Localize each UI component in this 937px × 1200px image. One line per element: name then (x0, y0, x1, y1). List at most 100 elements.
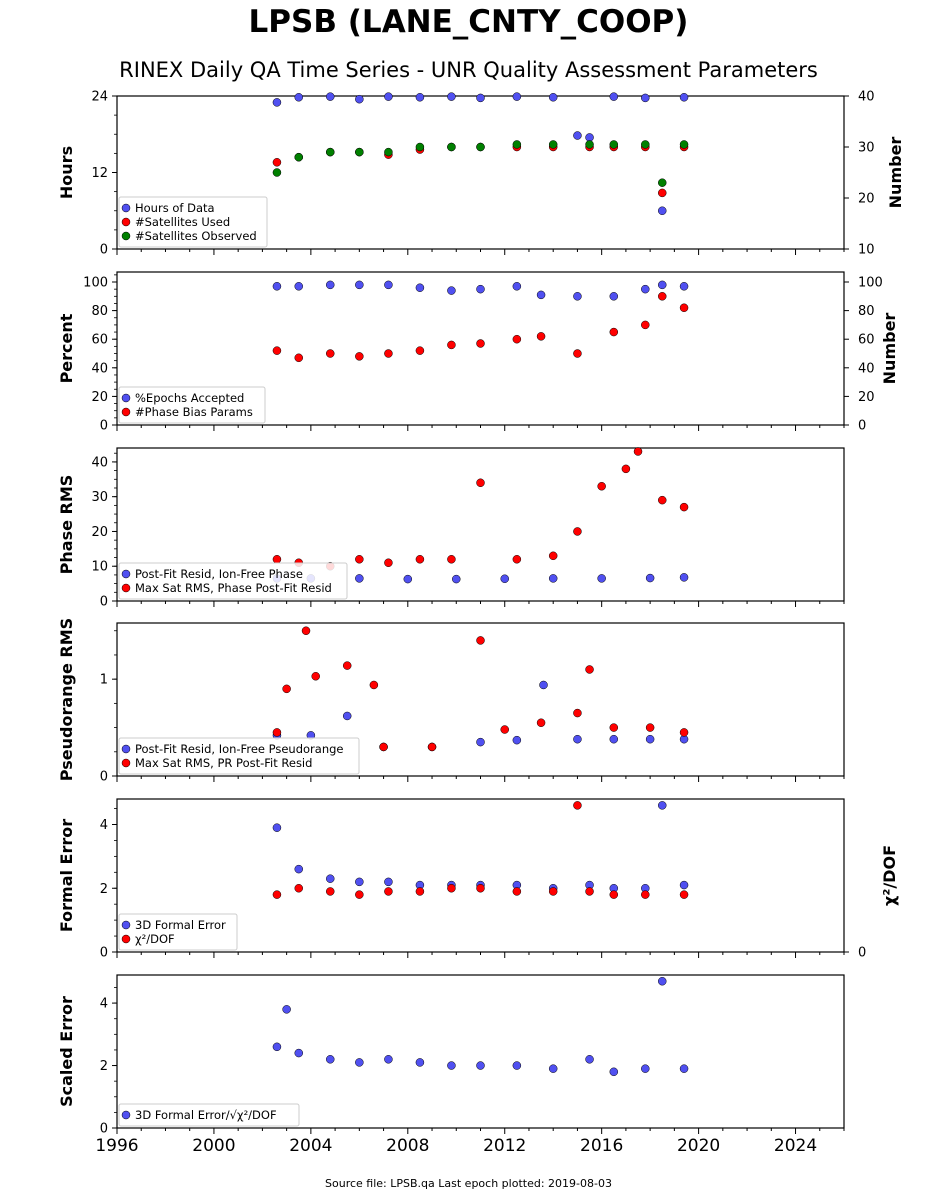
data-point (294, 93, 303, 102)
data-point (536, 332, 546, 341)
data-point (573, 349, 582, 358)
data-point (573, 734, 582, 744)
y-tick-label: 12 (91, 166, 108, 181)
data-point (272, 282, 282, 291)
data-point (447, 884, 456, 893)
legend-marker (121, 569, 131, 579)
y-tick-label: 40 (91, 455, 108, 470)
data-point (512, 1061, 522, 1070)
y-tick-label: 20 (91, 390, 108, 405)
data-point (355, 555, 364, 564)
data-point (476, 1061, 485, 1070)
data-point (536, 290, 546, 300)
y-tick-label: 30 (91, 490, 108, 505)
data-point (403, 574, 413, 584)
data-point (326, 1055, 335, 1064)
data-point (294, 353, 303, 363)
data-point (548, 887, 558, 896)
legend-label: Post-Fit Resid, Ion-Free Phase (135, 567, 303, 581)
data-point (512, 735, 522, 745)
data-point (641, 890, 650, 899)
data-point (658, 495, 667, 505)
data-point (326, 874, 335, 883)
data-point (415, 346, 425, 355)
y-right-tick-label: 10 (858, 243, 875, 258)
data-point (658, 188, 667, 198)
data-point (548, 93, 558, 102)
data-point (379, 742, 388, 752)
legend-label: χ²/DOF (135, 932, 175, 946)
data-point (294, 1048, 303, 1058)
data-point (355, 877, 364, 887)
data-point (272, 158, 282, 167)
y-tick-label: 0 (100, 946, 108, 961)
data-point (573, 708, 582, 718)
data-point (679, 303, 689, 312)
data-point (447, 1061, 456, 1070)
data-point (476, 339, 485, 348)
data-point (548, 551, 558, 561)
y-tick-label: 10 (91, 560, 108, 575)
data-point (548, 140, 558, 149)
data-point (641, 1064, 650, 1073)
chart-title: LPSB (LANE_CNTY_COOP) (248, 4, 689, 40)
legend-marker (121, 217, 131, 227)
y-axis-right-label: χ²/DOF (880, 845, 899, 906)
data-point (369, 680, 379, 690)
data-point (609, 92, 619, 101)
data-point (609, 723, 619, 732)
data-point (452, 574, 461, 584)
data-point (384, 887, 393, 896)
y-right-tick-label: 0 (858, 419, 866, 434)
data-point (609, 327, 619, 337)
data-point (679, 728, 689, 737)
legend-marker (121, 920, 131, 930)
data-point (645, 573, 655, 583)
data-point (311, 672, 320, 681)
series-0 (272, 976, 689, 1077)
y-tick-label: 100 (83, 276, 108, 291)
y-axis-label: Pseudorange RMS (57, 618, 76, 781)
legend-box (118, 737, 360, 775)
x-tick-label: 2020 (677, 1136, 720, 1156)
data-point (548, 574, 558, 583)
y-right-tick-label: 20 (858, 390, 875, 405)
data-point (294, 282, 303, 291)
panel-3: 0 1 Pseudorange RMS Post-Fit Resid, Ion-Fre… (57, 618, 845, 785)
legend-box (118, 1103, 300, 1127)
data-point (585, 887, 594, 896)
data-point (272, 1042, 282, 1052)
data-point (597, 574, 606, 583)
series-1 (272, 801, 689, 899)
data-point (573, 527, 582, 536)
y-right-tick-label: 40 (858, 361, 875, 376)
data-point (272, 823, 282, 832)
data-point (641, 284, 650, 294)
source-footer: Source file: LPSB.qa Last epoch plotted:… (325, 1177, 612, 1190)
y-tick-label: 0 (100, 595, 108, 610)
data-point (415, 142, 425, 152)
legend-box (118, 386, 266, 424)
legend-label: Max Sat RMS, Phase Post-Fit Resid (135, 581, 332, 595)
data-point (447, 92, 456, 101)
series-1 (272, 447, 689, 571)
data-point (272, 555, 282, 564)
data-point (272, 890, 282, 899)
data-point (585, 665, 594, 674)
data-point (658, 280, 667, 290)
data-point (573, 131, 582, 140)
legend-marker (121, 1110, 131, 1120)
y-tick-label: 0 (100, 1122, 108, 1137)
data-point (384, 147, 393, 157)
data-point (597, 482, 606, 491)
data-point (342, 661, 352, 670)
data-point (539, 680, 548, 690)
data-point (294, 152, 303, 162)
data-point (415, 93, 425, 102)
data-point (476, 93, 485, 103)
data-point (415, 283, 425, 292)
x-tick-label: 2000 (192, 1136, 235, 1156)
